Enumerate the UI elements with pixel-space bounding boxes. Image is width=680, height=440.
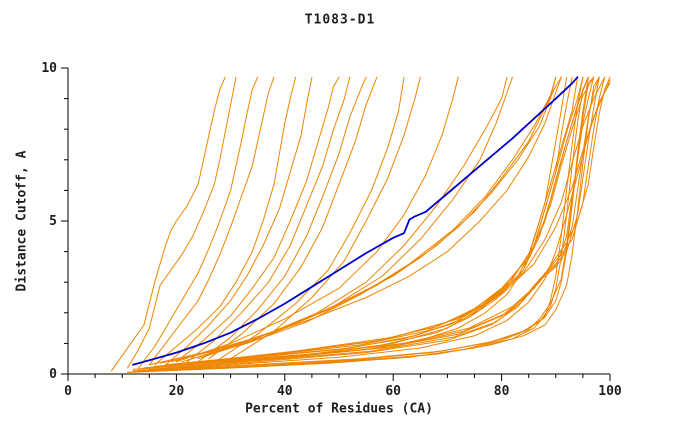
model-curve xyxy=(127,76,589,373)
model-curve xyxy=(175,76,459,363)
model-curve xyxy=(197,76,367,363)
model-curve xyxy=(143,76,595,372)
model-curve xyxy=(132,76,600,373)
x-tick-label: 80 xyxy=(494,384,510,399)
y-tick-label: 5 xyxy=(49,214,57,229)
model-curve xyxy=(138,76,259,369)
model-curve xyxy=(159,76,589,367)
model-curve xyxy=(230,76,421,360)
y-tick-label: 10 xyxy=(41,61,57,76)
model-curve xyxy=(132,82,611,372)
model-curve xyxy=(165,76,595,366)
x-tick-label: 0 xyxy=(64,384,72,399)
model-curve xyxy=(170,76,562,363)
chart-title: T1083-D1 xyxy=(304,12,376,28)
x-tick-label: 60 xyxy=(385,384,401,399)
x-tick-label: 40 xyxy=(277,384,293,399)
model-curve xyxy=(165,76,606,369)
model-curve xyxy=(154,76,297,366)
highlight-curve xyxy=(132,76,579,366)
model-curve xyxy=(148,76,584,369)
x-tick-label: 20 xyxy=(169,384,185,399)
model-curve xyxy=(175,76,606,366)
model-curve xyxy=(186,76,508,361)
model-curve xyxy=(208,76,378,360)
model-curve xyxy=(148,76,600,370)
model-curve xyxy=(132,76,589,373)
model-curve xyxy=(186,76,351,363)
model-curve xyxy=(148,76,562,366)
model-curve xyxy=(181,76,557,363)
model-curve xyxy=(175,76,611,369)
model-curve xyxy=(175,76,340,363)
model-curve xyxy=(110,76,226,372)
y-tick-label: 0 xyxy=(49,367,57,382)
model-curve xyxy=(148,76,275,366)
model-curve xyxy=(219,76,405,360)
x-axis-label: Percent of Residues (CA) xyxy=(245,401,433,417)
model-curve xyxy=(165,76,313,366)
model-curve xyxy=(138,76,595,372)
model-curve xyxy=(159,76,557,364)
x-tick-label: 100 xyxy=(598,384,622,399)
model-curve xyxy=(127,76,237,369)
model-curve xyxy=(127,76,584,373)
